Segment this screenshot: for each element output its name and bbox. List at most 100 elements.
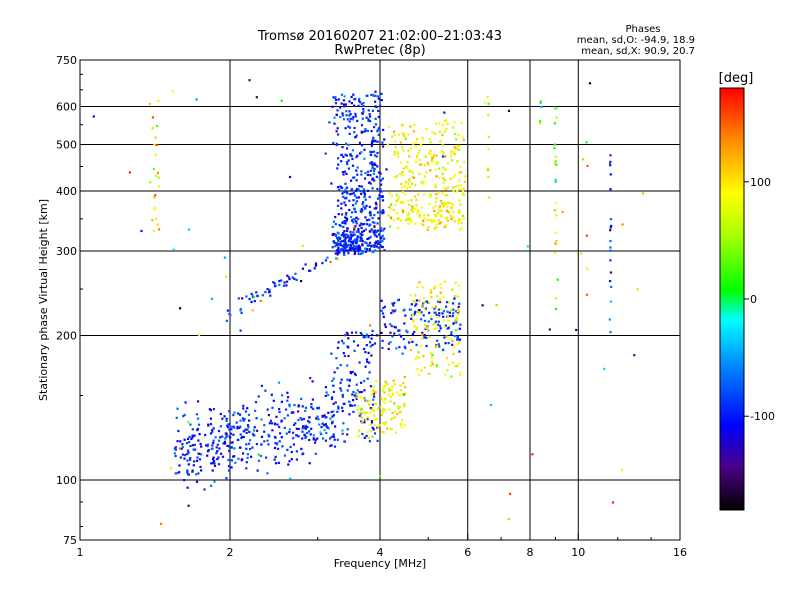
data-point bbox=[400, 201, 403, 204]
data-point bbox=[263, 430, 266, 433]
data-point bbox=[265, 456, 268, 459]
data-point bbox=[376, 140, 379, 143]
data-point bbox=[361, 117, 364, 120]
data-point bbox=[375, 245, 378, 248]
data-point bbox=[344, 182, 347, 185]
data-point bbox=[437, 191, 440, 194]
data-point bbox=[197, 417, 200, 420]
data-point bbox=[404, 138, 407, 141]
data-point bbox=[361, 112, 364, 115]
data-point bbox=[226, 444, 229, 447]
data-point bbox=[301, 430, 304, 433]
data-point bbox=[373, 432, 377, 435]
data-point bbox=[216, 458, 219, 461]
data-point bbox=[324, 259, 328, 262]
data-point bbox=[425, 171, 428, 174]
data-point bbox=[362, 101, 365, 105]
data-point bbox=[450, 202, 453, 205]
data-point bbox=[371, 167, 374, 170]
data-point bbox=[429, 140, 432, 144]
legend-heading: Phases bbox=[625, 24, 660, 35]
data-point bbox=[396, 217, 399, 220]
colorbar-tick-label: 0 bbox=[750, 293, 757, 306]
data-point bbox=[308, 430, 311, 433]
data-point bbox=[353, 176, 356, 179]
data-point bbox=[414, 304, 417, 307]
data-point bbox=[329, 437, 332, 440]
data-point bbox=[266, 288, 269, 291]
data-point bbox=[483, 101, 487, 104]
data-point bbox=[448, 315, 452, 318]
data-point bbox=[345, 233, 348, 236]
data-point bbox=[350, 241, 353, 244]
data-point bbox=[320, 426, 323, 429]
data-point bbox=[308, 416, 311, 419]
data-point bbox=[238, 426, 241, 429]
data-point bbox=[264, 389, 267, 392]
data-point bbox=[391, 392, 394, 395]
data-point bbox=[364, 351, 367, 354]
data-point bbox=[417, 374, 421, 377]
data-point bbox=[325, 416, 328, 419]
data-point bbox=[418, 281, 421, 284]
data-point bbox=[450, 308, 453, 312]
data-point bbox=[432, 323, 435, 326]
data-point bbox=[346, 433, 349, 436]
data-point bbox=[401, 173, 404, 177]
data-point bbox=[348, 110, 351, 113]
data-point bbox=[228, 449, 231, 453]
data-point bbox=[437, 212, 440, 215]
data-point bbox=[427, 214, 430, 217]
data-point bbox=[405, 219, 408, 222]
data-point bbox=[344, 103, 347, 106]
data-point bbox=[394, 326, 397, 329]
data-point bbox=[318, 423, 321, 426]
data-point bbox=[263, 440, 266, 443]
data-point bbox=[585, 141, 588, 144]
data-point bbox=[414, 358, 417, 361]
data-point bbox=[360, 192, 363, 195]
data-point bbox=[332, 402, 335, 405]
data-point bbox=[378, 242, 381, 245]
data-point bbox=[366, 223, 369, 226]
data-point bbox=[397, 329, 400, 332]
data-point bbox=[341, 339, 344, 342]
data-point bbox=[397, 155, 400, 158]
data-point bbox=[439, 283, 442, 286]
data-point bbox=[353, 349, 356, 352]
data-point bbox=[331, 379, 334, 382]
data-point bbox=[373, 234, 376, 237]
data-point bbox=[401, 132, 404, 135]
data-point bbox=[378, 424, 381, 427]
data-point bbox=[378, 127, 381, 130]
data-point bbox=[462, 193, 465, 196]
data-point bbox=[346, 147, 349, 150]
legend-line-x: mean, sd,X: 90.9, 20.7 bbox=[581, 46, 695, 57]
data-point bbox=[346, 345, 349, 348]
data-point bbox=[442, 348, 445, 351]
data-point bbox=[408, 178, 411, 181]
data-point bbox=[366, 237, 369, 241]
data-point bbox=[374, 242, 377, 245]
data-point bbox=[344, 236, 348, 239]
data-point bbox=[280, 420, 283, 423]
data-point bbox=[156, 171, 159, 175]
data-point bbox=[452, 216, 455, 219]
data-point bbox=[332, 377, 335, 380]
data-point bbox=[269, 294, 272, 297]
data-point bbox=[421, 286, 424, 289]
data-point bbox=[326, 256, 329, 259]
data-point bbox=[411, 333, 415, 336]
data-point bbox=[252, 434, 255, 437]
data-point bbox=[380, 397, 383, 400]
data-point bbox=[403, 345, 406, 348]
y-tick-label: 400 bbox=[56, 185, 77, 198]
data-point bbox=[433, 287, 436, 290]
data-point bbox=[330, 444, 333, 447]
data-point bbox=[346, 118, 349, 121]
data-point bbox=[442, 309, 445, 313]
data-point bbox=[402, 338, 405, 341]
data-point bbox=[211, 430, 214, 434]
data-point bbox=[342, 243, 346, 246]
